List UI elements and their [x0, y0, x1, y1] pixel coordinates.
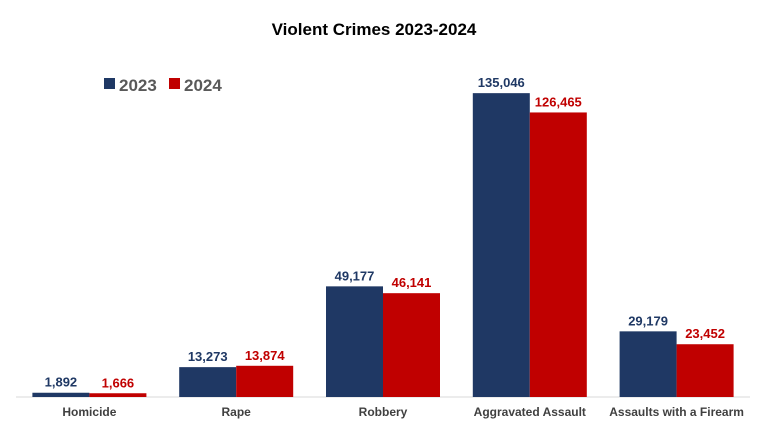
x-tick-label-rape: Rape — [222, 405, 252, 419]
data-label-2023-homicide: 1,892 — [45, 375, 78, 390]
bar-2023-robbery — [326, 286, 383, 397]
bar-2023-rape — [179, 367, 237, 397]
data-label-2023-robbery: 49,177 — [335, 268, 375, 283]
bar-2023-aggravated-assault — [472, 93, 530, 398]
bar-2024-homicide — [89, 393, 147, 397]
bar-2024-rape — [236, 365, 294, 397]
data-label-2024-aggravated-assault: 126,465 — [535, 94, 582, 109]
data-label-2024-assaults-with-a-firearm: 23,452 — [685, 326, 725, 341]
data-label-2024-rape: 13,874 — [245, 348, 286, 363]
legend-label-2023: 2023 — [119, 76, 157, 95]
bar-2023-homicide — [32, 392, 90, 397]
x-axis-ticks: Homicide Rape Robbery Aggravated Assault Ass… — [62, 405, 744, 419]
bar-2024-assaults-with-a-firearm — [676, 344, 734, 397]
bar-2024-aggravated-assault — [529, 112, 587, 398]
data-label-2024-homicide: 1,666 — [102, 375, 135, 390]
data-label-2023-aggravated-assault: 135,046 — [478, 75, 525, 90]
legend-label-2024: 2024 — [184, 76, 222, 95]
data-label-2023-rape: 13,273 — [188, 349, 228, 364]
data-labels: 1,892 1,666 13,273 13,874 49,177 46,141 135,04… — [45, 75, 725, 390]
bars — [32, 93, 734, 398]
bar-2023-assaults-with-a-firearm — [619, 331, 677, 397]
legend-swatch-2023 — [104, 78, 115, 89]
legend-swatch-2024 — [169, 78, 180, 89]
x-tick-label-homicide: Homicide — [62, 405, 116, 419]
legend: 2023 2024 — [104, 76, 222, 95]
bar-2024-robbery — [383, 293, 440, 397]
chart-title: Violent Crimes 2023-2024 — [272, 20, 477, 39]
data-label-2023-assaults-with-a-firearm: 29,179 — [628, 313, 668, 328]
x-tick-label-robbery: Robbery — [359, 405, 408, 419]
x-tick-label-assaults-with-a-firearm: Assaults with a Firearm — [609, 405, 744, 419]
data-label-2024-robbery: 46,141 — [392, 275, 432, 290]
x-tick-label-aggravated-assault: Aggravated Assault — [474, 405, 586, 419]
